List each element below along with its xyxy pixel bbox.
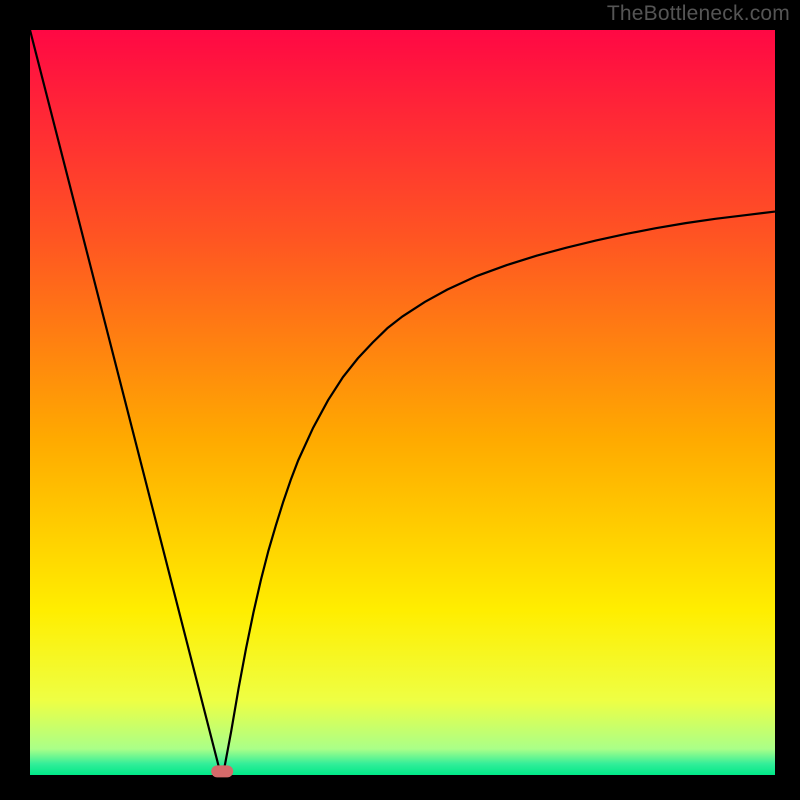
chart-root: { "watermark": { "text": "TheBottleneck.… xyxy=(0,0,800,800)
gradient-background xyxy=(30,30,775,775)
plot-svg xyxy=(0,0,800,800)
watermark-text: TheBottleneck.com xyxy=(607,2,790,26)
minimum-marker xyxy=(211,765,233,777)
